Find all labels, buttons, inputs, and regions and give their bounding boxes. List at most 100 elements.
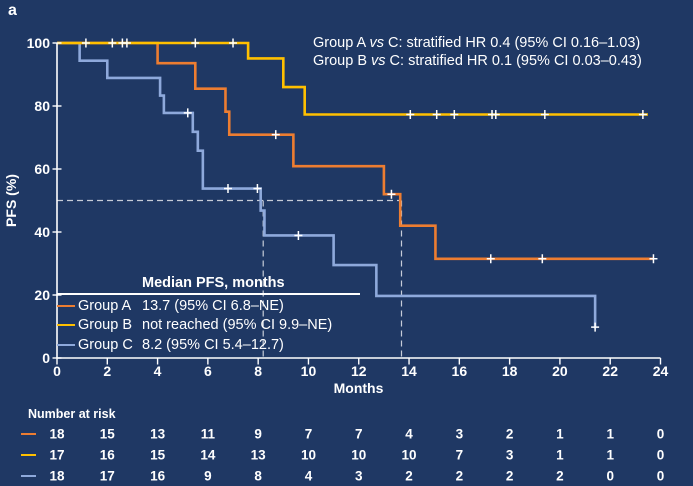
risk-value: 10 <box>300 447 316 463</box>
annotation-text: C: stratified HR 0.4 (95% CI 0.16–1.03) <box>383 35 641 51</box>
annotation-text: Group B <box>313 53 372 70</box>
censor-mark-group-a <box>538 254 547 264</box>
group-b-line-key <box>57 324 75 327</box>
risk-value: 18 <box>49 468 65 484</box>
y-tick-label: 0 <box>42 350 50 366</box>
censor-mark-group-b <box>81 38 90 48</box>
risk-value: 14 <box>200 447 216 463</box>
number-at-risk-title: Number at risk <box>28 407 116 421</box>
risk-value: 2 <box>556 468 564 484</box>
risk-value: 13 <box>150 426 166 442</box>
x-tick-label: 2 <box>103 363 111 379</box>
y-tick-label: 40 <box>34 224 50 240</box>
x-tick-label: 22 <box>602 363 618 379</box>
censor-mark-group-a <box>271 130 280 140</box>
risk-value: 16 <box>99 447 115 463</box>
survival-curves-layer <box>57 41 654 329</box>
risk-value: 2 <box>505 426 514 442</box>
risk-value: 13 <box>250 447 266 463</box>
risk-value: 10 <box>351 447 367 463</box>
x-tick-label: 8 <box>254 363 262 379</box>
panel-label: a <box>8 2 17 19</box>
x-tick-label: 10 <box>301 363 317 379</box>
curve-group-b <box>57 41 648 116</box>
group-a-line-key <box>57 304 75 307</box>
annotation-text: Group A <box>313 35 370 51</box>
censor-mark-group-a <box>649 254 658 264</box>
curve-group-a <box>57 41 654 261</box>
risk-value: 1 <box>556 447 564 463</box>
median-guides-layer <box>57 199 403 358</box>
y-tick-label: 60 <box>34 161 50 177</box>
risk-value: 0 <box>656 447 665 463</box>
legend-label: Group C <box>78 336 133 353</box>
censor-mark-group-b <box>191 38 200 48</box>
censor-mark-group-b <box>450 110 459 120</box>
risk-value: 3 <box>455 426 464 442</box>
x-tick-label: 20 <box>552 363 568 379</box>
censor-mark-group-c <box>253 184 262 194</box>
risk-value: 1 <box>556 426 564 442</box>
hr-annotation: Group A vs C: stratified HR 0.4 (95% CI … <box>313 34 642 71</box>
censor-mark-group-a <box>387 189 396 199</box>
risk-value: 11 <box>200 426 216 442</box>
legend-header: Median PFS, months <box>142 275 285 291</box>
legend-value: 13.7 (95% CI 6.8–NE) <box>142 297 284 314</box>
legend-underline <box>57 292 360 295</box>
risk-value: 1 <box>606 447 614 463</box>
group-c-line-key <box>57 343 75 346</box>
risk-value: 15 <box>150 447 166 463</box>
x-tick-label: 16 <box>452 363 468 379</box>
risk-value: 0 <box>656 426 665 442</box>
risk-value: 10 <box>401 447 417 463</box>
legend-label: Group A <box>78 297 132 314</box>
censor-mark-group-b <box>122 38 131 48</box>
annotation-vs: vs <box>369 35 384 51</box>
risk-value: 2 <box>455 468 464 484</box>
y-tick-label: 100 <box>27 35 51 51</box>
censor-marks-layer <box>81 38 658 332</box>
risk-value: 3 <box>354 468 363 484</box>
risk-value: 0 <box>656 468 665 484</box>
censor-mark-group-b <box>638 110 647 120</box>
censor-mark-group-b <box>229 38 238 48</box>
risk-value: 9 <box>204 468 212 484</box>
censor-mark-group-c <box>183 108 192 118</box>
y-axis-title: PFS (%) <box>3 174 19 227</box>
legend-value: not reached (95% CI 9.9–NE) <box>142 317 333 334</box>
risk-value: 15 <box>99 426 115 442</box>
risk-value: 9 <box>254 426 262 442</box>
censor-mark-group-b <box>406 110 415 120</box>
x-tick-label: 0 <box>53 363 61 379</box>
risk-value: 7 <box>354 426 363 442</box>
hr-annotation-line-b: Group B vs C: stratified HR 0.1 (95% CI … <box>313 52 642 70</box>
risk-value: 7 <box>304 426 313 442</box>
x-tick-label: 4 <box>154 363 162 379</box>
risk-value: 2 <box>505 468 514 484</box>
censor-mark-group-b <box>432 110 441 120</box>
legend-row-group-b: Group B not reached (95% CI 9.9–NE) <box>0 315 693 335</box>
curve-group-c <box>57 41 597 329</box>
legend-row-group-a: Group A 13.7 (95% CI 6.8–NE) <box>0 296 693 316</box>
censor-mark-group-c <box>294 230 303 240</box>
censor-mark-group-c <box>591 322 600 332</box>
y-tick-label: 80 <box>34 98 50 114</box>
risk-value: 17 <box>99 468 115 484</box>
legend-value: 8.2 (95% CI 5.4–12.7) <box>142 336 284 353</box>
x-tick-label: 6 <box>204 363 212 379</box>
y-tick-label: 20 <box>34 287 50 303</box>
censor-mark-group-b <box>108 38 117 48</box>
annotation-vs: vs <box>371 53 386 70</box>
risk-value: 2 <box>405 468 413 484</box>
x-tick-label: 12 <box>351 363 367 379</box>
risk-value: 0 <box>606 468 614 484</box>
risk-value: 18 <box>49 426 65 442</box>
censor-mark-group-b <box>491 110 500 120</box>
risk-value: 8 <box>254 468 262 484</box>
risk-value: 16 <box>150 468 166 484</box>
hr-annotation-line-a: Group A vs C: stratified HR 0.4 (95% CI … <box>313 34 642 52</box>
risk-value: 1 <box>606 426 614 442</box>
risk-value: 7 <box>455 447 464 463</box>
censor-mark-group-b <box>540 110 549 120</box>
